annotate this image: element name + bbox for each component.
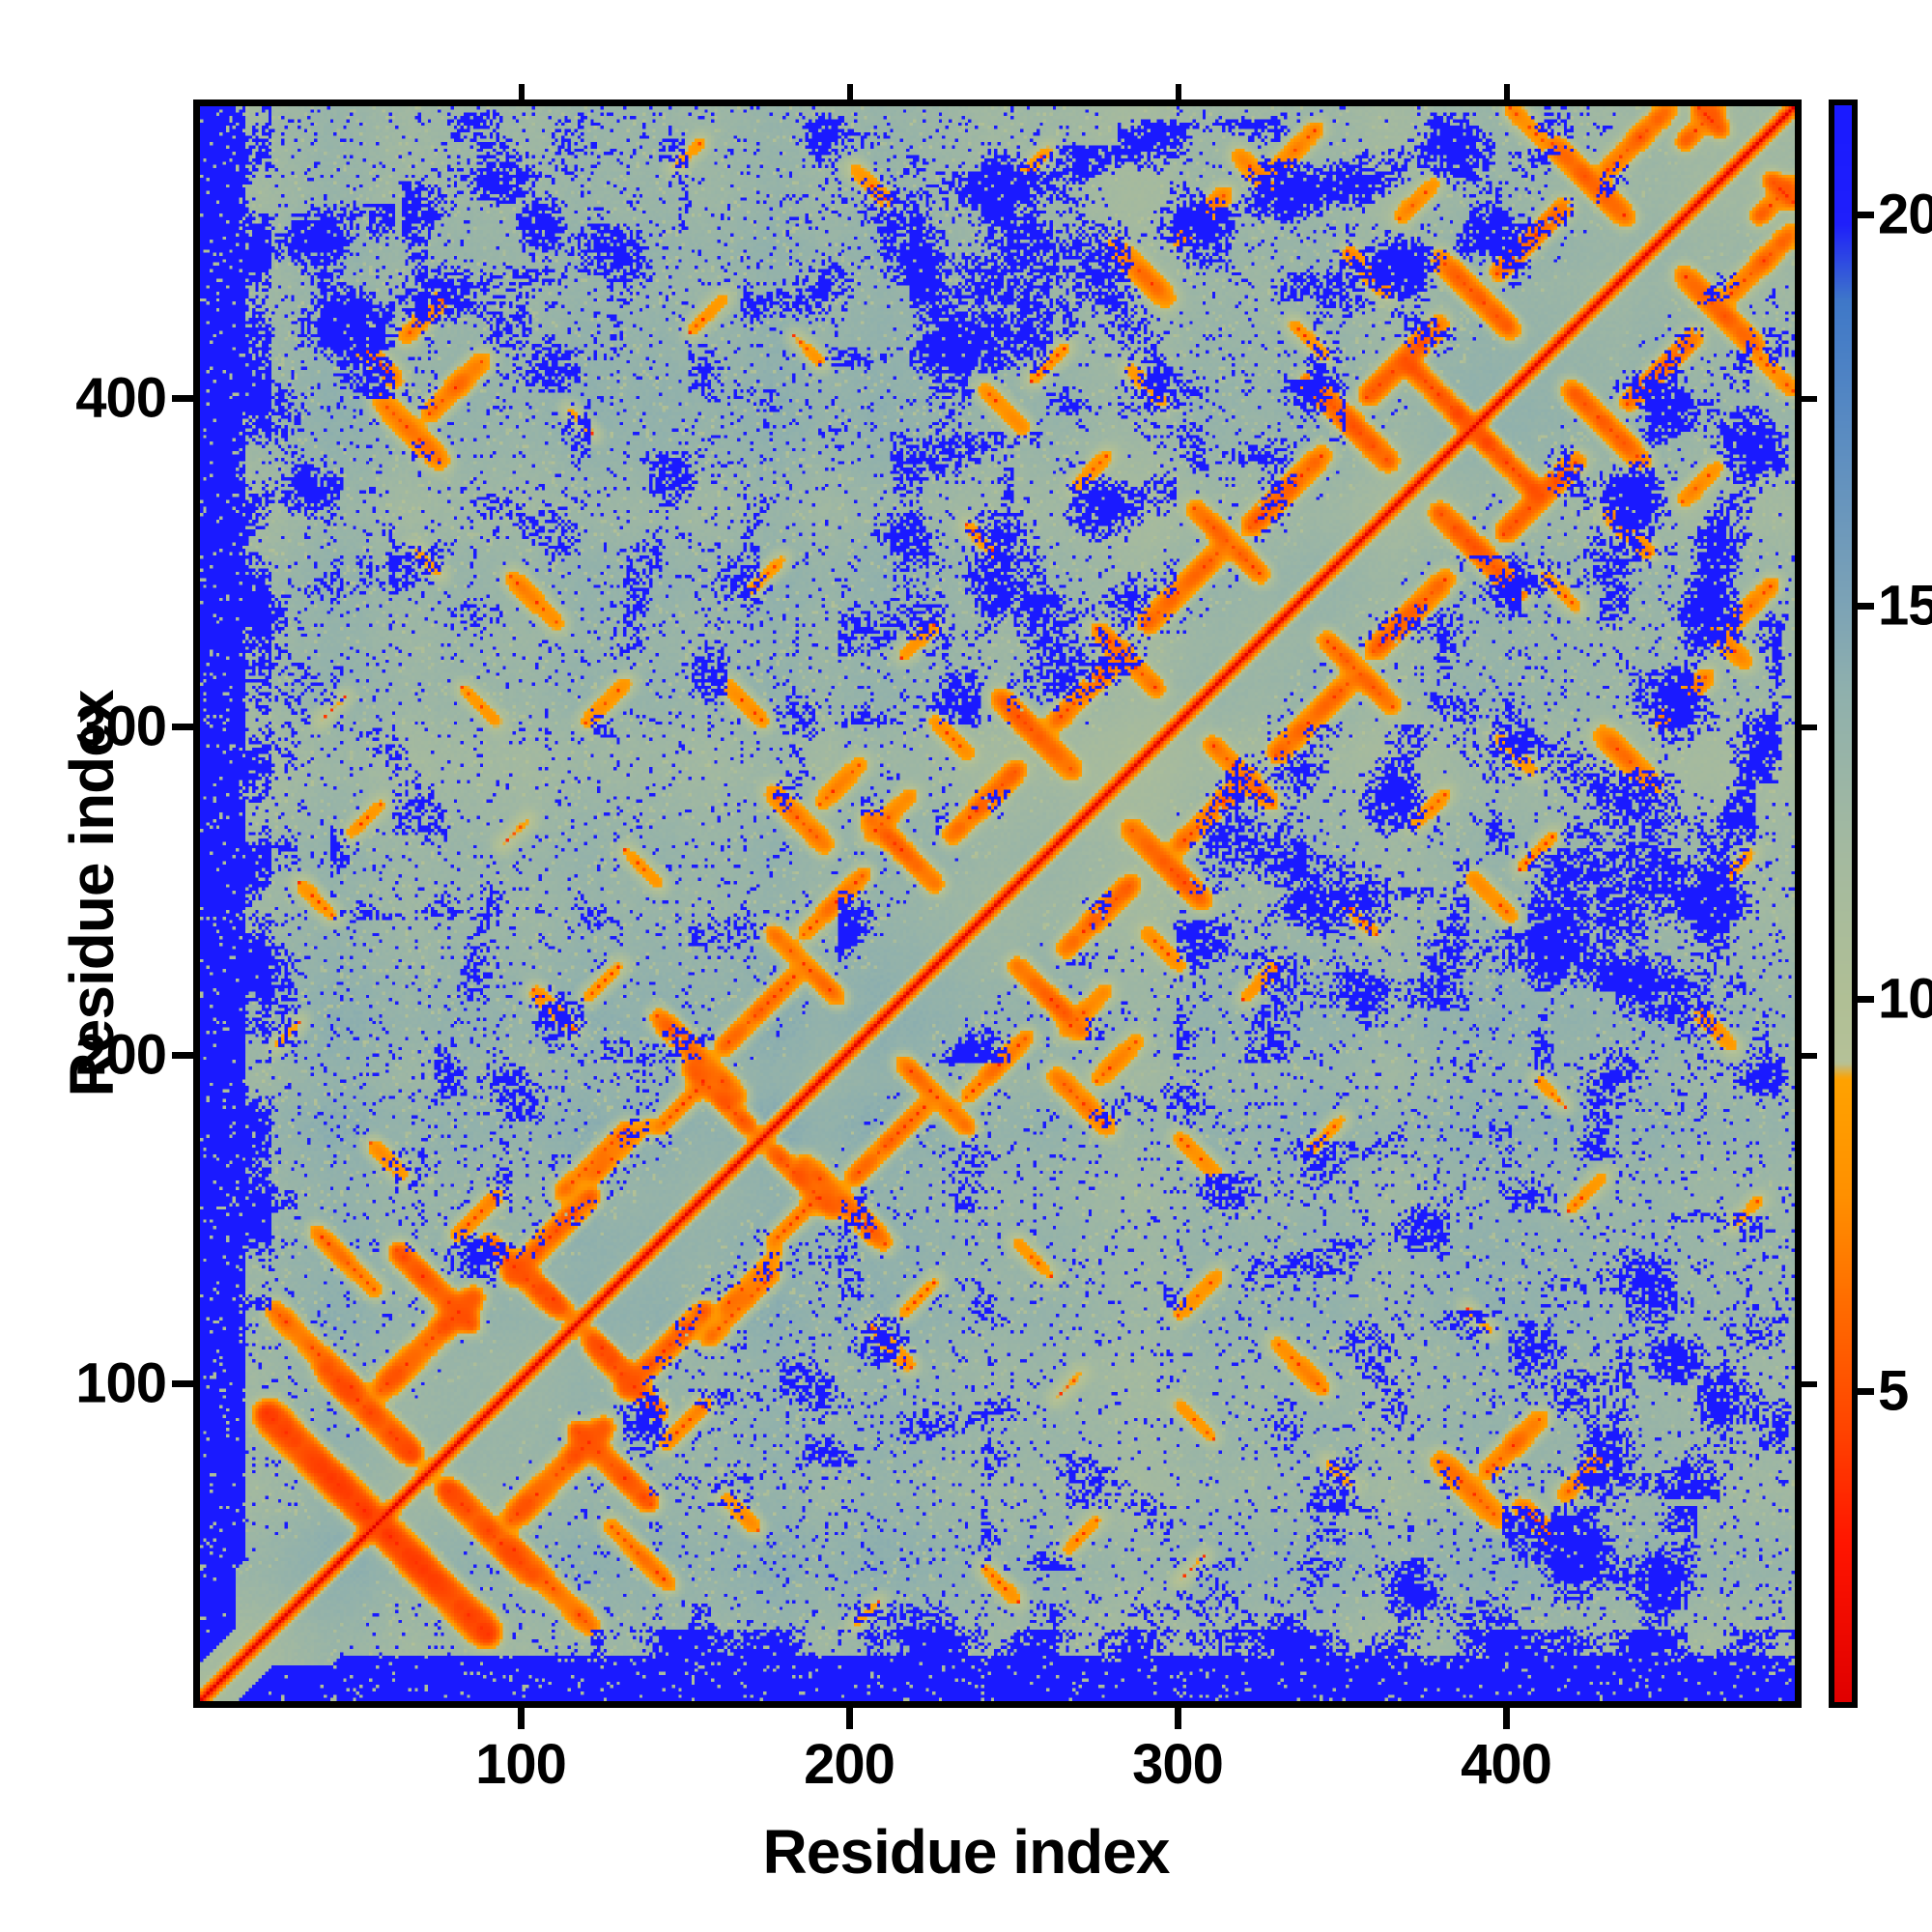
colorbar-tick-20 bbox=[1855, 212, 1874, 218]
x-tick-top-300 bbox=[1176, 84, 1181, 99]
heatmap-plot-area bbox=[193, 99, 1802, 1708]
y-ticklabel-400: 400 bbox=[75, 366, 167, 430]
y-tick-300 bbox=[172, 724, 193, 730]
x-tick-200 bbox=[846, 1708, 853, 1729]
y-tick-100 bbox=[172, 1380, 193, 1387]
y-tick-right-200 bbox=[1802, 1053, 1817, 1059]
colorbar bbox=[1829, 99, 1858, 1708]
colorbar-label-20: 20 bbox=[1878, 183, 1932, 246]
x-ticklabel-400: 400 bbox=[1461, 1733, 1552, 1796]
y-tick-right-400 bbox=[1802, 396, 1817, 402]
colorbar-gradient bbox=[1834, 105, 1852, 1702]
colorbar-tick-15 bbox=[1855, 603, 1874, 610]
y-tick-right-300 bbox=[1802, 724, 1817, 730]
colorbar-tick-5 bbox=[1855, 1388, 1874, 1395]
y-tick-400 bbox=[172, 395, 193, 402]
x-tick-400 bbox=[1503, 1708, 1510, 1729]
x-tick-top-100 bbox=[519, 84, 525, 99]
x-ticklabel-100: 100 bbox=[475, 1733, 567, 1796]
colorbar-label-15: 15 bbox=[1878, 574, 1932, 638]
colorbar-tick-10 bbox=[1855, 996, 1874, 1003]
x-tick-300 bbox=[1175, 1708, 1181, 1729]
x-ticklabel-300: 300 bbox=[1132, 1733, 1224, 1796]
x-axis-label: Residue index bbox=[762, 1817, 1171, 1887]
colorbar-label-5: 5 bbox=[1878, 1359, 1909, 1423]
y-tick-200 bbox=[172, 1052, 193, 1059]
residue-distance-heatmap bbox=[200, 106, 1795, 1701]
x-tick-100 bbox=[518, 1708, 525, 1729]
x-tick-top-200 bbox=[847, 84, 853, 99]
y-ticklabel-200: 200 bbox=[75, 1023, 167, 1087]
x-tick-top-400 bbox=[1504, 84, 1510, 99]
y-axis-label: Residue index bbox=[57, 690, 127, 1097]
x-ticklabel-200: 200 bbox=[804, 1733, 895, 1796]
colorbar-label-10: 10 bbox=[1878, 967, 1932, 1031]
y-tick-right-100 bbox=[1802, 1381, 1817, 1387]
y-ticklabel-300: 300 bbox=[75, 695, 167, 758]
y-ticklabel-100: 100 bbox=[75, 1351, 167, 1415]
